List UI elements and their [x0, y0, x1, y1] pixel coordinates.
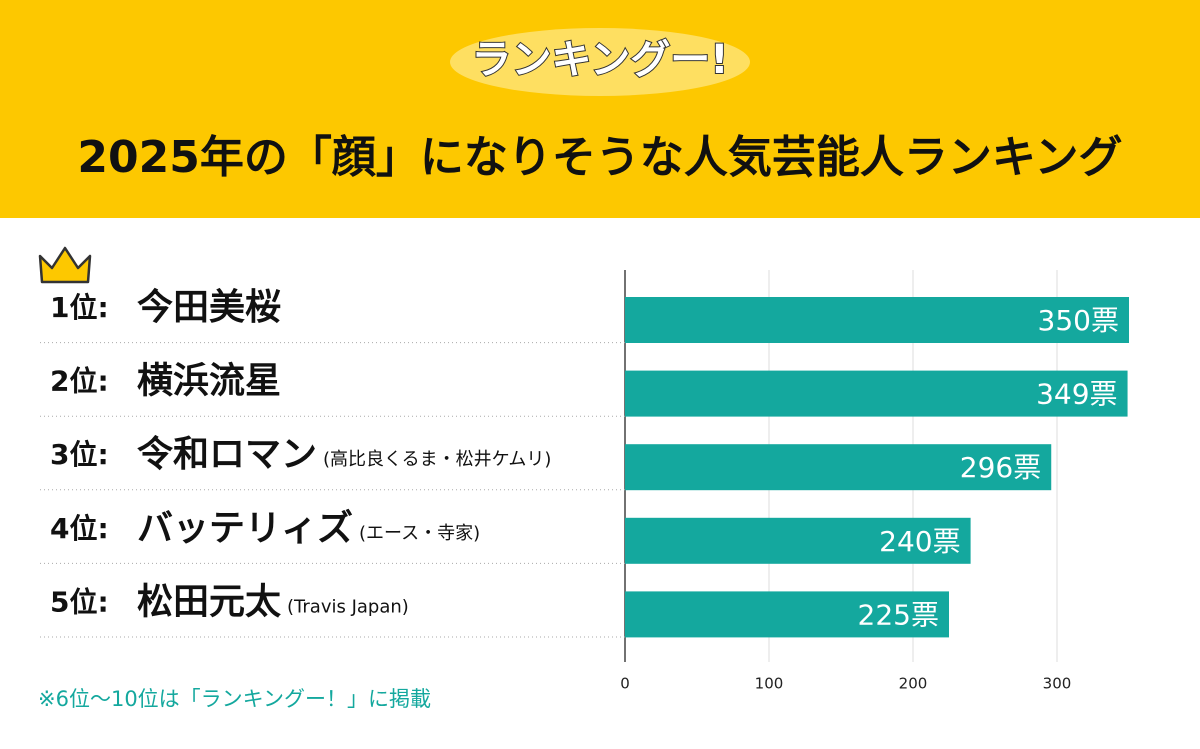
category-label: 松田元太	[137, 581, 281, 622]
rank-label: 2位:	[50, 365, 109, 398]
bar	[625, 444, 1052, 491]
chart-title: 2025年の「顔」になりそうな人気芸能人ランキング	[77, 132, 1122, 183]
rank-label: 4位:	[50, 512, 109, 545]
value-label: 225票	[858, 598, 939, 631]
value-label: 296票	[960, 451, 1041, 484]
x-tick-label: 300	[1043, 675, 1072, 693]
value-label: 240票	[879, 525, 960, 558]
logo: ランキングー!	[471, 37, 728, 83]
x-tick-label: 100	[755, 675, 784, 693]
footnote: ※6位～10位は「ランキングー！」に掲載	[38, 687, 431, 711]
bar	[625, 370, 1128, 417]
x-tick-label: 200	[899, 675, 928, 693]
category-note: (Travis Japan)	[287, 596, 409, 617]
rank-label: 1位:	[50, 291, 109, 324]
category-note: (エース・寺家)	[359, 523, 480, 544]
rank-label: 5位:	[50, 585, 109, 618]
bar	[625, 591, 949, 638]
bar	[625, 517, 971, 564]
category-label: 今田美桜	[137, 287, 281, 328]
category-label: 横浜流星	[137, 361, 281, 402]
category-label: バッテリィズ	[137, 507, 353, 549]
rank-label: 3位:	[50, 438, 109, 471]
x-tick-label: 0	[620, 675, 630, 693]
value-label: 350票	[1038, 304, 1119, 337]
value-label: 349票	[1036, 378, 1117, 411]
category-note: (高比良くるま・松井ケムリ)	[323, 449, 551, 470]
logo-backdrop	[450, 28, 750, 96]
category-label: 令和ロマン	[137, 434, 317, 475]
bar	[625, 297, 1129, 343]
crown-icon	[38, 246, 92, 284]
